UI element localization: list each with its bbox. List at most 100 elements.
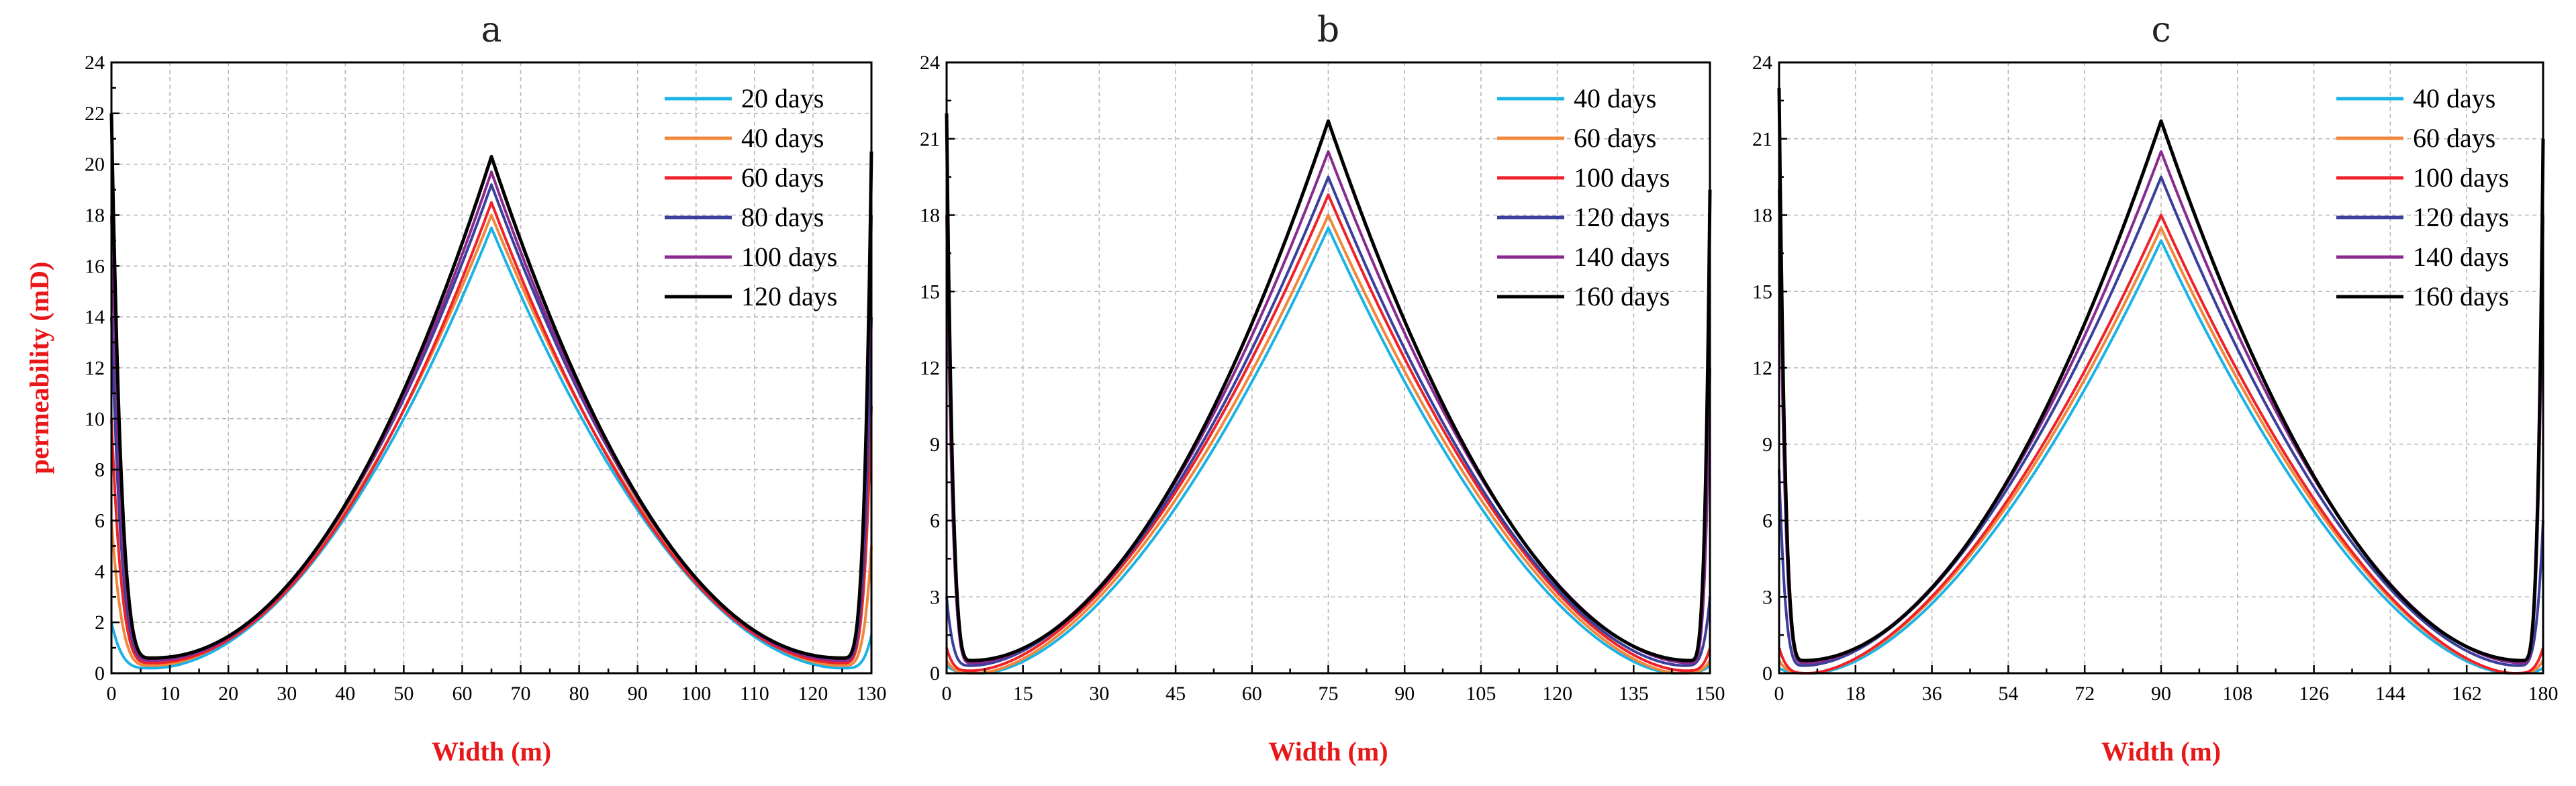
legend-label: 80 days: [741, 202, 824, 232]
series-line-60-days: [110, 201, 873, 665]
panel-title: c: [2151, 10, 2170, 50]
x-tick-label: 20: [218, 683, 238, 705]
series-line-100-days: [945, 193, 1711, 673]
y-tick-label: 15: [1752, 281, 1772, 303]
x-tick-label: 110: [740, 683, 769, 705]
y-tick-label: 3: [1762, 586, 1772, 608]
x-tick-label: 80: [569, 683, 589, 705]
x-tick-label: 40: [335, 683, 355, 705]
x-tick-label: 180: [2528, 683, 2559, 705]
x-tick-label: 120: [1542, 683, 1572, 705]
x-tick-label: 18: [1846, 683, 1866, 705]
y-tick-label: 6: [1762, 510, 1772, 532]
y-axis-label: permeability (mD): [24, 262, 54, 475]
legend-label: 40 days: [741, 123, 824, 153]
series-line-100-days: [1778, 213, 2544, 675]
legend-label: 60 days: [1574, 123, 1656, 153]
x-tick-label: 72: [2074, 683, 2095, 705]
x-tick-label: 108: [2222, 683, 2252, 705]
y-tick-label: 14: [85, 306, 105, 328]
legend-label: 100 days: [1574, 162, 1670, 193]
x-tick-label: 0: [1774, 683, 1784, 705]
legend-label: 20 days: [741, 83, 824, 113]
y-tick-label: 22: [85, 103, 105, 125]
y-tick-label: 18: [1752, 205, 1772, 227]
legend-label: 40 days: [1574, 83, 1656, 113]
y-tick-label: 9: [1762, 434, 1772, 456]
y-tick-label: 6: [95, 510, 105, 532]
x-tick-label: 0: [942, 683, 952, 705]
x-tick-label: 60: [452, 683, 472, 705]
x-axis-label: Width (m): [1268, 736, 1388, 767]
y-tick-label: 24: [920, 52, 940, 74]
x-tick-label: 90: [1394, 683, 1415, 705]
y-tick-label: 18: [920, 205, 940, 227]
x-tick-label: 144: [2375, 683, 2405, 705]
series-line-40-days: [1778, 239, 2544, 675]
y-tick-label: 16: [85, 255, 105, 277]
x-tick-label: 120: [798, 683, 828, 705]
y-tick-label: 18: [85, 205, 105, 227]
x-tick-label: 130: [857, 683, 887, 705]
y-tick-label: 21: [1752, 128, 1772, 150]
panel-b: 0 15 30 45 60 75 90 105 120 135 150 0 3 6 9 12 15 18 21 24 b…: [920, 10, 1725, 767]
panel-c: 0 18 36 54 72 90 108 126 144 162 18003691215182124…: [1752, 10, 2559, 767]
y-tick-label: 2: [95, 611, 105, 634]
legend-label: 140 days: [1574, 242, 1670, 272]
y-tick-label: 0: [930, 662, 940, 685]
legend-label: 60 days: [2413, 123, 2495, 153]
legend-label: 60 days: [741, 162, 824, 193]
x-tick-label: 36: [1922, 683, 1942, 705]
series-line-120-days: [109, 113, 873, 660]
x-axis-label: Width (m): [2101, 736, 2221, 767]
series-line-60-days: [945, 213, 1711, 675]
series-line-160-days: [1777, 87, 2545, 662]
x-tick-label: 75: [1319, 683, 1339, 705]
legend-label: 140 days: [2413, 242, 2509, 272]
panel-a: 0 10 20 30 40 50 60 70 80 90 100 110 120 130024681012…: [24, 10, 887, 767]
y-tick-label: 20: [85, 154, 105, 176]
x-tick-label: 0: [107, 683, 117, 705]
y-tick-label: 3: [930, 586, 940, 608]
x-tick-label: 30: [1089, 683, 1109, 705]
legend-label: 100 days: [2413, 162, 2509, 193]
legend-label: 120 days: [1574, 202, 1670, 232]
x-axis-label: Width (m): [432, 736, 551, 767]
series-line-160-days: [945, 113, 1712, 662]
series-line-20-days: [110, 226, 873, 670]
y-tick-label: 12: [1752, 357, 1772, 379]
legend-label: 160 days: [1574, 281, 1670, 311]
x-tick-label: 162: [2452, 683, 2482, 705]
x-tick-label: 90: [628, 683, 648, 705]
x-tick-label: 54: [1998, 683, 2018, 705]
x-tick-label: 90: [2151, 683, 2171, 705]
x-tick-label: 10: [160, 683, 180, 705]
x-tick-label: 100: [681, 683, 711, 705]
x-tick-label: 126: [2299, 683, 2329, 705]
y-tick-label: 4: [95, 560, 105, 583]
y-tick-label: 10: [85, 408, 105, 430]
x-tick-label: 105: [1466, 683, 1496, 705]
x-tick-label: 60: [1242, 683, 1262, 705]
x-tick-label: 135: [1619, 683, 1649, 705]
legend-label: 120 days: [2413, 202, 2509, 232]
y-tick-label: 9: [930, 434, 940, 456]
y-tick-label: 24: [1752, 52, 1772, 74]
x-tick-label: 150: [1695, 683, 1725, 705]
y-tick-label: 12: [85, 357, 105, 379]
y-tick-label: 12: [920, 357, 940, 379]
legend-label: 160 days: [2413, 281, 2509, 311]
panel-title: a: [481, 10, 502, 50]
y-tick-label: 0: [95, 662, 105, 685]
x-tick-label: 15: [1013, 683, 1033, 705]
series-line-40-days: [945, 226, 1711, 675]
legend-label: 120 days: [741, 281, 837, 311]
legend-label: 40 days: [2413, 83, 2495, 113]
y-tick-label: 15: [920, 281, 940, 303]
y-tick-label: 0: [1762, 662, 1772, 685]
y-tick-label: 21: [920, 128, 940, 150]
y-tick-label: 6: [930, 510, 940, 532]
panel-title: b: [1317, 10, 1339, 50]
y-tick-label: 24: [85, 52, 105, 74]
